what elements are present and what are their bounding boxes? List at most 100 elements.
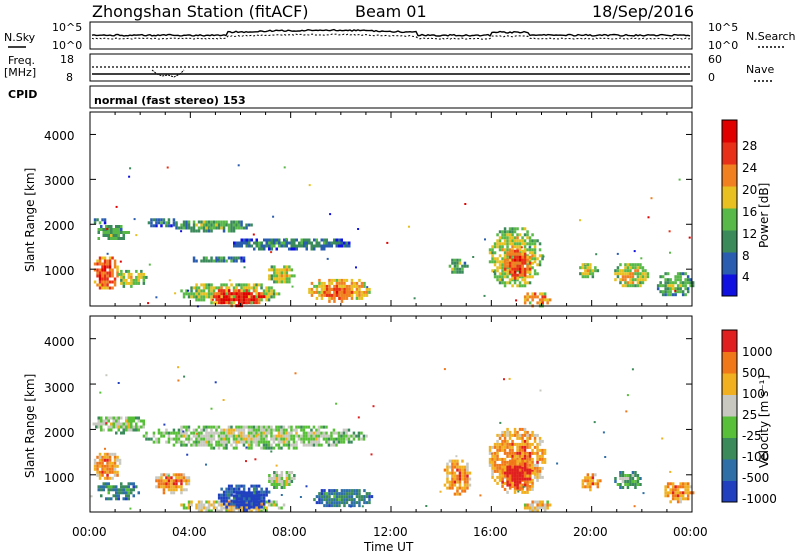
heatmap-cell [317,431,321,435]
heatmap-cell [531,430,534,434]
heatmap-cell [536,301,539,305]
heatmap-cell [102,422,105,426]
heatmap-cell [458,480,462,484]
heatmap-cell [666,290,670,294]
heatmap-cell [170,224,173,228]
heatmap-cell [355,501,359,505]
heatmap-cell [103,218,107,222]
heatmap-cell [96,271,99,275]
heatmap-cell [506,463,509,467]
heatmap-cell [210,223,213,227]
heatmap-cell [531,457,534,461]
heatmap-cell [503,272,507,276]
heatmap-cell [453,267,457,271]
heatmap-cell [659,290,662,294]
heatmap-cell [255,238,258,242]
heatmap-cell [250,428,253,432]
heatmap-cell [243,491,246,495]
heatmap-cell [355,290,359,294]
heatmap-cell [250,440,253,444]
heatmap-cell [511,439,514,443]
heatmap-cell [313,290,316,294]
heatmap-cell [270,437,273,441]
heatmap-cell [210,283,213,287]
heatmap-cell [245,292,248,296]
heatmap-cell [222,289,226,293]
heatmap-cell [335,501,339,505]
heatmap-cell [614,278,617,282]
heatmap-cell [167,218,171,222]
heatmap-cell [619,278,622,282]
heatmap-speckle [280,494,283,496]
heatmap-cell [506,465,509,469]
heatmap-cell [506,261,509,265]
heatmap-cell [365,290,369,294]
heatmap-cell [235,244,238,248]
heatmap-cell [283,280,286,284]
heatmap-cell [342,428,346,432]
heatmap-cell [358,287,361,291]
heatmap-cell [108,256,112,260]
heatmap-cell [318,244,321,248]
heatmap-cell [310,431,313,435]
heatmap-cell [533,239,537,243]
heatmap-cell [451,462,454,466]
heatmap-cell [257,440,261,444]
heatmap-cell [185,506,188,510]
heatmap-cell [235,289,238,293]
heatmap-cell [491,454,494,458]
heatmap-cell [240,494,243,498]
heatmap-cell [222,259,226,263]
heatmap-cell [458,258,462,262]
heatmap-cell [217,298,221,302]
velocity-colorbar-label: Velocity [m s⁻¹] [757,375,771,468]
heatmap-cell [493,263,497,267]
heatmap-cell [157,428,161,432]
heatmap-cell [488,248,492,252]
heatmap-cell [516,436,519,440]
heatmap-cell [443,468,447,472]
heatmap-cell [270,247,273,251]
heatmap-cell [277,437,281,441]
heatmap-cell [120,416,123,420]
heatmap-speckle [245,446,248,449]
heatmap-cell [493,469,497,473]
heatmap-speckle [329,213,332,216]
heatmap-cell [523,278,527,282]
heatmap-cell [220,295,223,299]
station-title: Zhongshan Station (fitACF) [92,2,309,21]
heatmap-cell [217,292,221,296]
heatmap-cell [461,465,464,469]
heatmap-cell [305,238,308,242]
heatmap-cell [451,477,454,481]
heatmap-cell [108,458,112,462]
heatmap-cell [255,292,258,296]
heatmap-cell-group [313,489,374,508]
heatmap-cell [263,247,266,251]
heatmap-cell [511,445,514,449]
heatmap-cell [95,422,98,426]
heatmap-cell [337,434,341,438]
heatmap-cell [533,272,537,276]
heatmap-cell [230,223,233,227]
heatmap-cell [102,419,105,423]
heatmap-cell [170,488,173,492]
heatmap-cell [243,503,246,507]
heatmap-cell [120,231,123,234]
heatmap-cell [160,431,163,435]
heatmap-cell [280,446,283,450]
heatmap-speckle [115,205,118,208]
heatmap-cell [287,425,291,429]
heatmap-cell [335,440,338,444]
heatmap-cell [506,451,509,455]
heatmap-cell [526,474,529,478]
heatmap-cell [368,498,371,502]
heatmap-cell [681,491,685,495]
heatmap-cell [669,500,672,504]
heatmap-cell [513,433,517,437]
heatmap-cell [333,296,336,300]
heatmap-cell [526,258,529,262]
heatmap-cell [111,280,114,284]
heatmap-cell [498,448,502,452]
heatmap-cell [250,295,253,299]
